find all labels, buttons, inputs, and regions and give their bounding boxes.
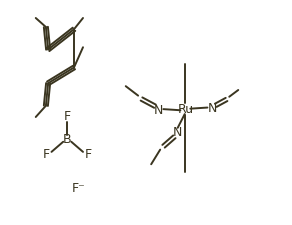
Text: N: N bbox=[154, 104, 163, 117]
Text: N: N bbox=[172, 126, 182, 139]
Text: F: F bbox=[42, 148, 49, 161]
Text: F⁻: F⁻ bbox=[72, 182, 85, 196]
Text: Ru: Ru bbox=[177, 103, 193, 116]
Text: F: F bbox=[85, 148, 92, 161]
Text: F: F bbox=[64, 110, 71, 124]
Text: N: N bbox=[208, 101, 217, 115]
Text: B: B bbox=[63, 133, 72, 146]
